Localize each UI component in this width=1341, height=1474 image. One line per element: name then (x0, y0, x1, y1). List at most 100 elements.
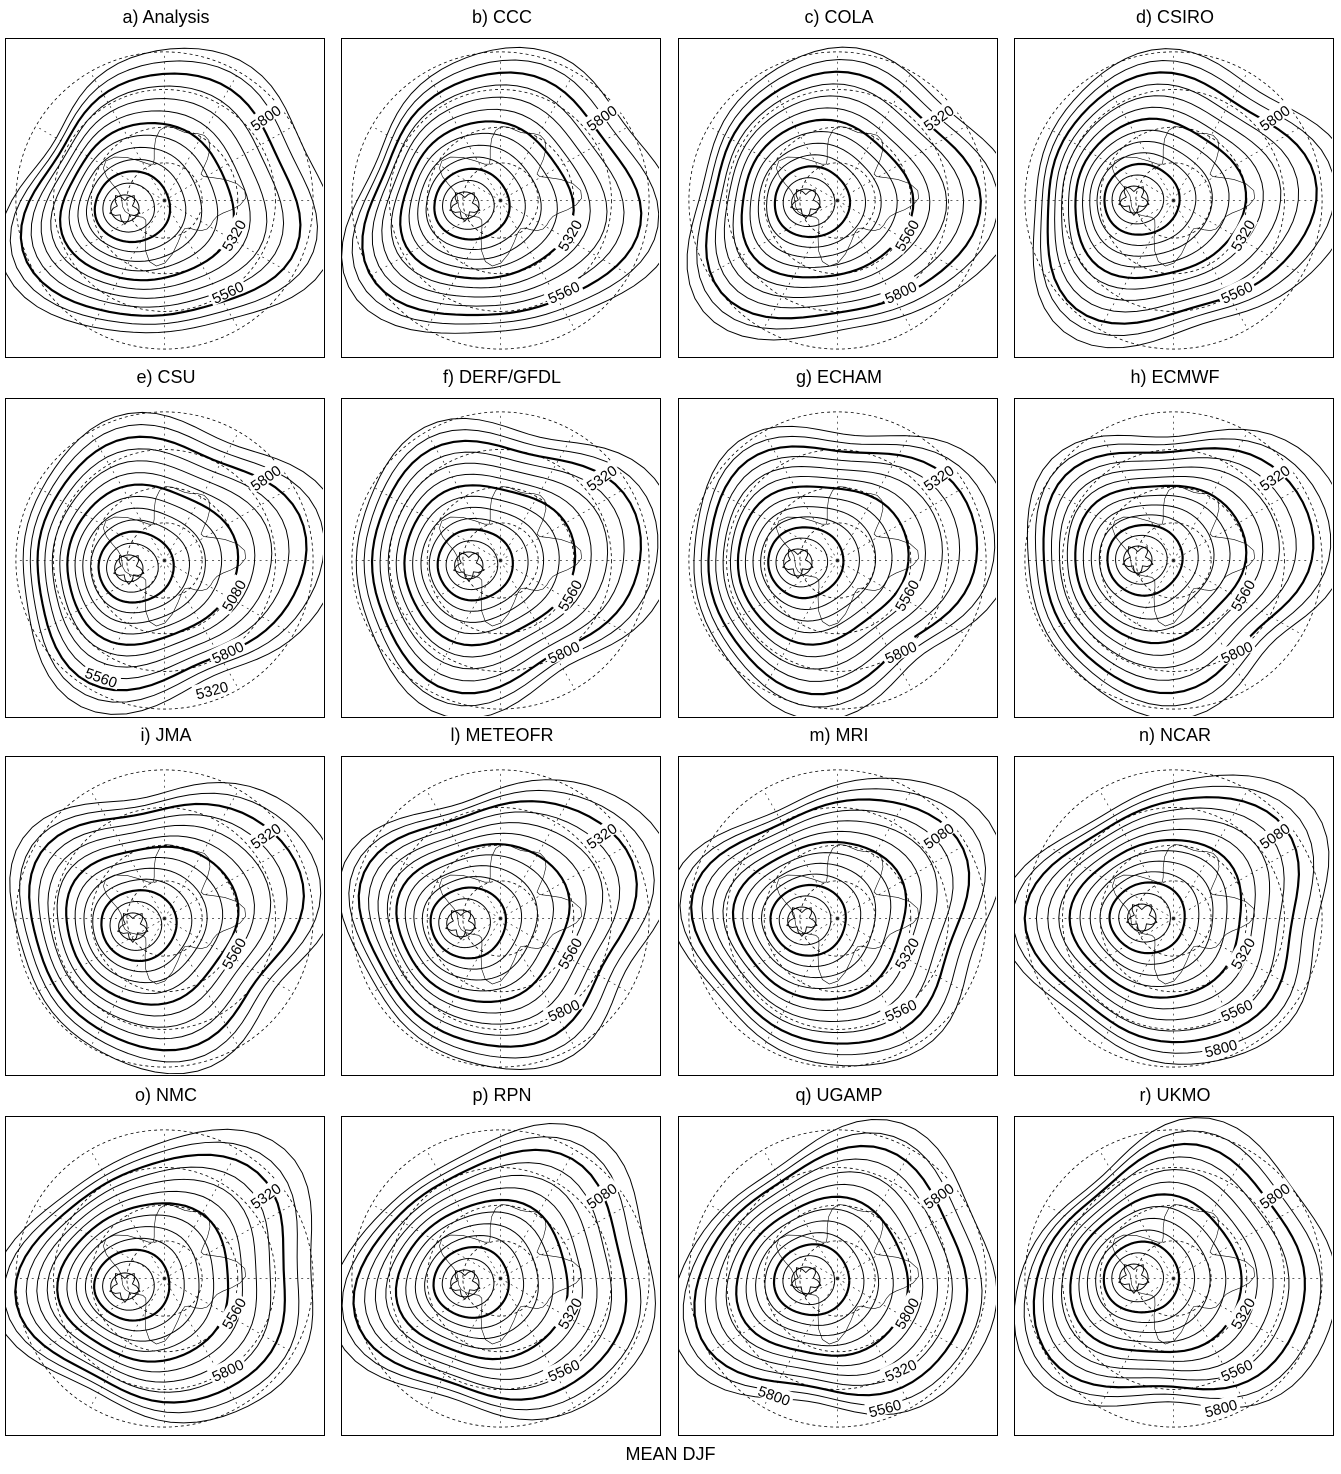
panel-title: a) Analysis (122, 7, 210, 27)
figure-footer: MEAN DJF (625, 1444, 716, 1464)
panel-title: q) UGAMP (795, 1085, 883, 1105)
coastlines (1112, 844, 1255, 985)
contour-label: 5560 (867, 1398, 903, 1422)
coastlines (439, 844, 582, 985)
map-panel: b) CCC 5800 5320 5560 (341, 0, 663, 358)
polar-map: 5080 5320 5560 5800 (1014, 756, 1334, 1076)
height-contours (6, 1128, 314, 1424)
coastlines (1112, 126, 1255, 267)
panel-title: b) CCC (471, 7, 532, 27)
panel-title: o) NMC (135, 1085, 197, 1105)
graticule (351, 769, 650, 1068)
coastlines (103, 844, 246, 985)
panel-title: c) COLA (804, 7, 874, 27)
map-panel: q) UGAMP 5800 5800 5320 5560 5800 (678, 1078, 1000, 1436)
polar-map: 5800 5080 5800 5320 5560 (5, 398, 325, 718)
polar-map: 5320 5560 5800 (5, 1116, 325, 1436)
height-contours (6, 47, 323, 334)
map-panel: o) NMC 5320 5560 5800 (5, 1078, 327, 1436)
contour-label: 5800 (756, 1384, 793, 1410)
panel-grid: a) Analysis 5800 5320 5560 b) CCC 5800 5320 556… (5, 0, 1336, 1436)
height-contours (22, 411, 323, 715)
panel-title: l) METEOFR (450, 725, 554, 745)
contour-label: 5800 (1203, 1038, 1239, 1062)
panel-title: r) UKMO (1139, 1085, 1211, 1105)
polar-map: 5800 5800 5320 5560 5800 (678, 1116, 998, 1436)
polar-map: 5320 5560 5800 (678, 398, 998, 718)
panel-title: f) DERF/GFDL (442, 367, 561, 387)
height-contours (693, 425, 996, 716)
polar-map: 5320 5560 (5, 756, 325, 1076)
height-contours (1032, 48, 1332, 349)
polar-map: 5320 5560 5800 (341, 398, 661, 718)
panel-title: h) ECMWF (1130, 367, 1220, 387)
map-panel: m) MRI 5080 5320 5560 (678, 718, 1000, 1076)
coastlines (776, 486, 919, 627)
coastlines (439, 126, 582, 267)
panel-title: n) NCAR (1138, 725, 1211, 745)
map-panel: i) JMA 5320 5560 (5, 718, 327, 1076)
polar-map: 5800 5320 5560 (5, 38, 325, 358)
coastlines (103, 126, 246, 267)
height-contours (9, 781, 323, 1074)
panel-title: g) ECHAM (795, 367, 882, 387)
graticule (351, 1129, 650, 1428)
polar-map: 5080 5320 5560 (341, 1116, 661, 1436)
graticule (1024, 1129, 1323, 1428)
coastlines (103, 486, 246, 627)
map-panel: g) ECHAM 5320 5560 5800 (678, 360, 1000, 718)
polar-map: 5320 5560 5800 (678, 38, 998, 358)
coastlines (439, 1204, 582, 1345)
coastlines (776, 844, 919, 985)
panel-title: d) CSIRO (1135, 7, 1214, 27)
map-panel: f) DERF/GFDL 5320 5560 5800 (341, 360, 663, 718)
graticule (688, 411, 987, 710)
polar-map: 5800 5320 5560 (1014, 38, 1334, 358)
panel-title: p) RPN (472, 1085, 532, 1105)
map-panel: l) METEOFR 5320 5560 5800 (341, 718, 663, 1076)
graticule (351, 411, 650, 710)
coastlines (439, 486, 582, 627)
coastlines (1112, 486, 1255, 627)
map-panel: a) Analysis 5800 5320 5560 (5, 0, 327, 358)
height-contours (686, 46, 996, 341)
contour-label: 5800 (1203, 1398, 1239, 1422)
map-panel: d) CSIRO 5800 5320 5560 (1014, 0, 1336, 358)
graticule (1024, 51, 1323, 350)
graticule (688, 1129, 987, 1428)
graticule (15, 51, 314, 350)
map-panel: e) CSU 5800 5080 5800 5320 5560 (5, 360, 327, 718)
map-panel: c) COLA 5320 5560 5800 (678, 0, 1000, 358)
map-panel: p) RPN 5080 5320 5560 (341, 1078, 663, 1436)
map-panel: h) ECMWF 5320 5560 5800 (1014, 360, 1336, 718)
polar-map: 5320 5560 5800 (1014, 398, 1334, 718)
polar-map: 5800 5320 5560 (341, 38, 661, 358)
polar-map: 5800 5320 5560 5800 (1014, 1116, 1334, 1436)
height-contours (342, 1123, 656, 1421)
polar-map: 5080 5320 5560 (678, 756, 998, 1076)
panel-title: m) MRI (809, 725, 869, 745)
panel-title: e) CSU (136, 367, 196, 387)
coastlines (1112, 1204, 1255, 1345)
polar-map: 5320 5560 5800 (341, 756, 661, 1076)
map-panel: n) NCAR 5080 5320 5560 5800 (1014, 718, 1336, 1076)
height-contours (342, 779, 659, 1070)
coastlines (776, 1204, 919, 1345)
coastlines (103, 1204, 246, 1345)
